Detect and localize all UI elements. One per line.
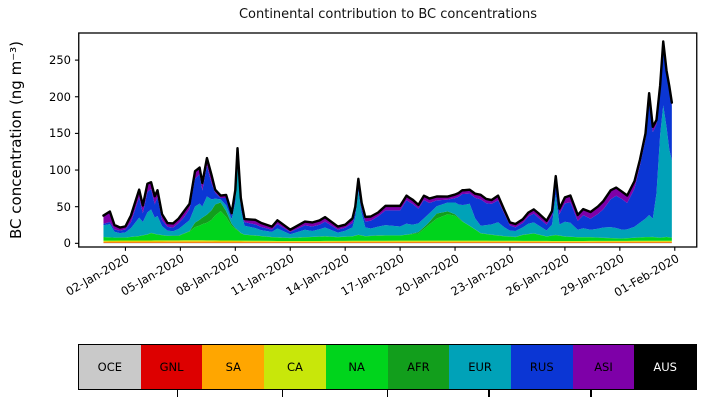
- area-RUS: [103, 45, 672, 235]
- total-line: [102, 40, 674, 231]
- legend-item-OCE: OCE: [79, 345, 141, 389]
- y-tick-label: 50: [56, 199, 71, 214]
- y-tick-label: 150: [49, 126, 71, 141]
- legend-item-ASI: ASI: [572, 345, 635, 389]
- axes-box: [78, 32, 698, 248]
- y-tick-label: 100: [49, 163, 71, 178]
- area-SA: [103, 241, 672, 243]
- y-tick-label: 250: [49, 53, 71, 68]
- legend-item-GNL: GNL: [140, 345, 203, 389]
- legend-item-CA: CA: [264, 345, 326, 389]
- legend-axis-tick: [590, 390, 592, 397]
- y-tick-label: 200: [49, 89, 71, 104]
- legend-item-EUR: EUR: [449, 345, 511, 389]
- legend-item-AUS: AUS: [634, 345, 697, 389]
- plot-canvas: [74, 32, 698, 251]
- area-EUR: [103, 105, 672, 239]
- area-CA: [103, 240, 672, 242]
- legend-axis-tick: [488, 390, 490, 397]
- chart-title: Continental contribution to BC concentra…: [238, 7, 538, 22]
- legend-axis-tick: [281, 390, 284, 397]
- area-NA: [103, 211, 672, 242]
- legend-item-AFR: AFR: [387, 345, 450, 389]
- legend-item-NA: NA: [325, 345, 388, 389]
- legend-axis-tick: [386, 390, 389, 397]
- legend-strip: OCE GNL SA CA NA AFR EUR RUS ASI AUS: [78, 344, 697, 390]
- legend-axis-tick: [176, 390, 179, 397]
- legend-item-RUS: RUS: [510, 345, 573, 389]
- legend-item-SA: SA: [202, 345, 265, 389]
- y-tick-label: 0: [63, 236, 71, 251]
